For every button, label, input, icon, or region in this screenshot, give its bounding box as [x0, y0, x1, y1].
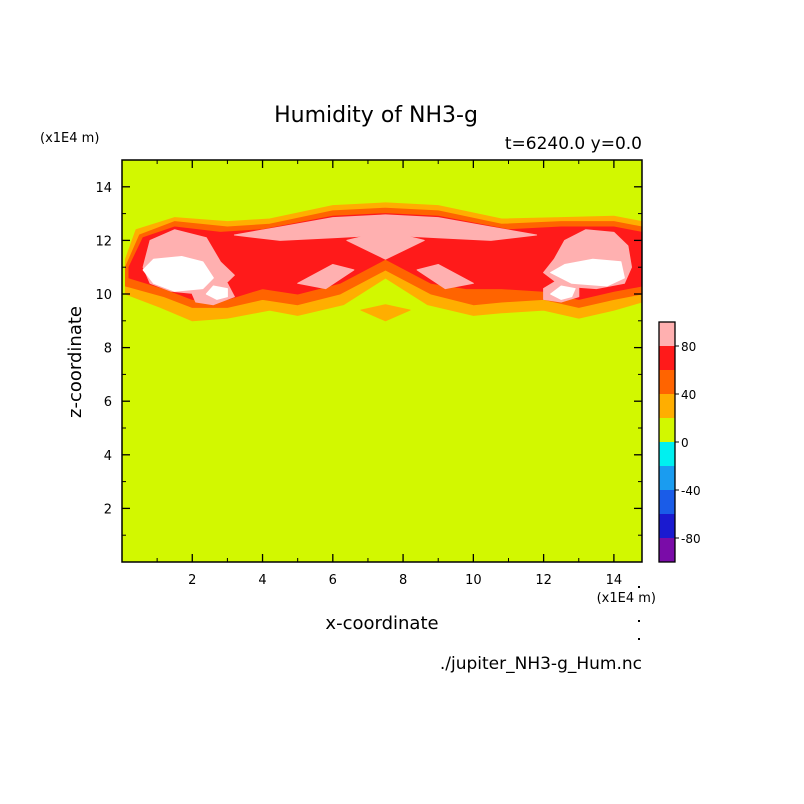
contour-region	[550, 285, 576, 300]
plot-area: 2 4 6 8 10 12 14 2 4 6 8 10 12 14	[95, 159, 643, 588]
colorbar-label: 80	[681, 340, 696, 354]
colorbar-swatch	[659, 394, 675, 418]
colorbar-swatch	[659, 370, 675, 394]
y-tick-label: 14	[95, 181, 112, 196]
x-tick-label: 10	[465, 573, 482, 588]
colorbar-swatch	[659, 466, 675, 490]
y-unit-label: (x1E4 m)	[40, 131, 99, 146]
x-tick-label: 4	[258, 573, 266, 588]
x-tick-label: 12	[535, 573, 552, 588]
y-tick-label: 12	[95, 234, 112, 249]
contour-region	[297, 264, 355, 290]
x-unit-label: (x1E4 m)	[597, 591, 656, 606]
colorbar-label: -80	[681, 532, 701, 546]
contour-region	[346, 230, 425, 260]
colorbar-label: 40	[681, 388, 696, 402]
colorbar-swatch	[659, 346, 675, 370]
x-tick-label: 14	[606, 573, 623, 588]
colorbar-swatch	[659, 322, 675, 346]
y-tick-label: 10	[95, 288, 112, 303]
colorbar-swatch	[659, 442, 675, 466]
source-file-label: ./jupiter_NH3-g_Hum.nc	[440, 654, 642, 674]
contour-regions	[125, 202, 643, 322]
x-tick-label: 2	[188, 573, 196, 588]
plot-frame	[121, 159, 643, 563]
chart-title: Humidity of NH3-g	[274, 103, 478, 128]
colorbar-swatch	[659, 538, 675, 562]
contour-region	[550, 258, 625, 287]
contour-region	[233, 214, 538, 241]
contour-region	[205, 285, 228, 300]
y-axis-label: z-coordinate	[65, 306, 86, 418]
colorbar-swatch	[659, 418, 675, 442]
y-tick-label: 2	[104, 502, 112, 517]
colorbar-swatch	[659, 514, 675, 538]
y-axis: 2 4 6 8 10 12 14	[95, 181, 642, 536]
colorbar-label: 0	[681, 436, 689, 450]
colorbar: 80 40 0 -40 -80	[658, 321, 701, 563]
marker-dot	[638, 638, 640, 640]
y-tick-label: 6	[104, 395, 112, 410]
contour-region	[142, 256, 214, 292]
chart-subtitle: t=6240.0 y=0.0	[505, 134, 642, 154]
x-axis-label: x-coordinate	[325, 613, 438, 634]
x-tick-label: 6	[329, 573, 337, 588]
x-tick-label: 8	[399, 573, 407, 588]
colorbar-label: -40	[681, 484, 701, 498]
x-axis: 2 4 6 8 10 12 14	[156, 160, 623, 588]
marker-dot	[638, 586, 640, 588]
y-tick-label: 4	[104, 449, 112, 464]
marker-dot	[638, 620, 640, 622]
contour-region	[416, 264, 474, 290]
y-tick-label: 8	[104, 342, 112, 357]
colorbar-swatch	[659, 490, 675, 514]
contour-region	[360, 304, 411, 322]
